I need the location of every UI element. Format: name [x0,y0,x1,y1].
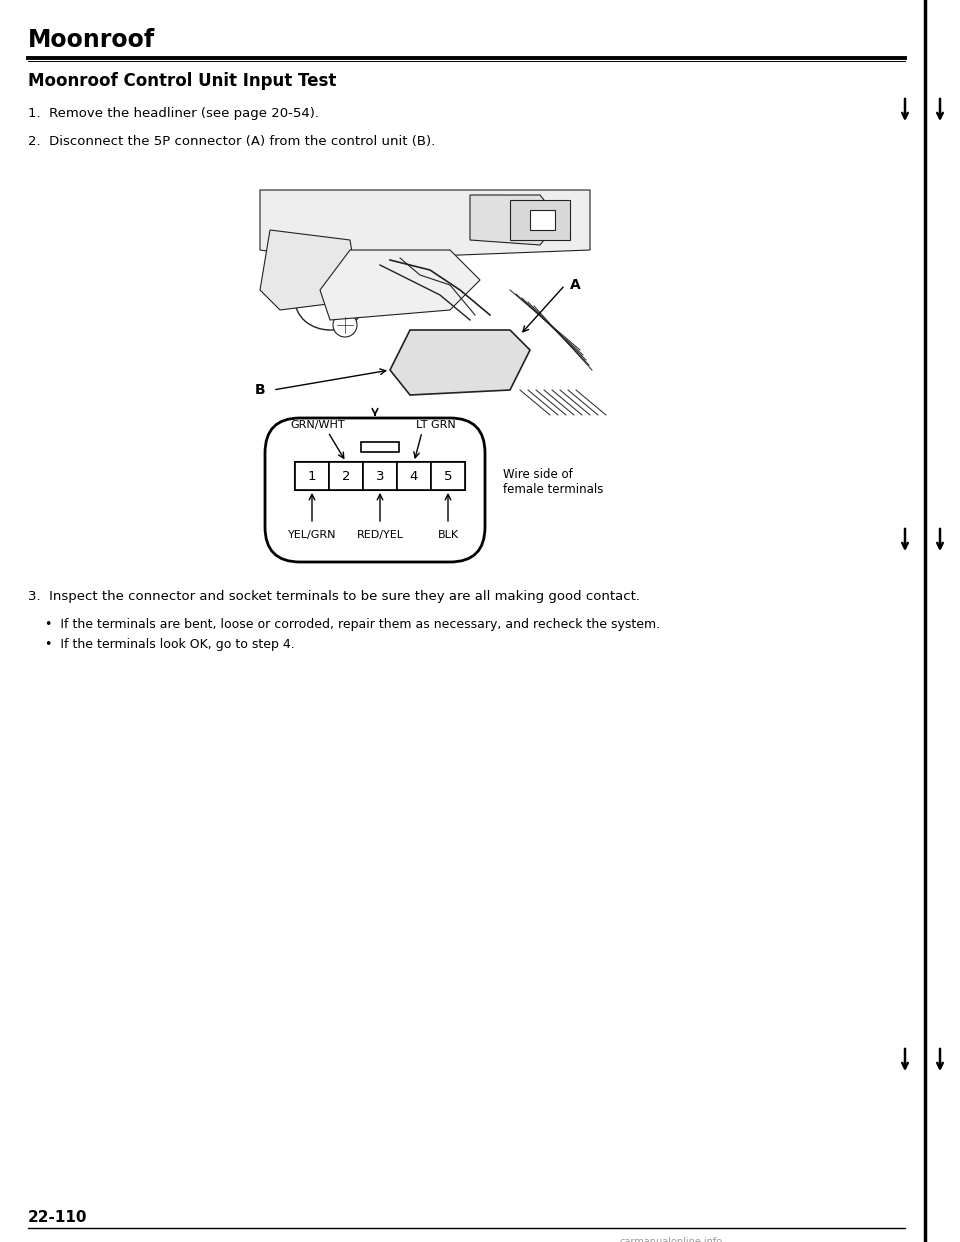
Bar [530,210,555,230]
Bar [250,170,600,410]
Bar [431,462,465,491]
Text: 22-110: 22-110 [28,1210,87,1225]
Text: 3.  Inspect the connector and socket terminals to be sure they are all making go: 3. Inspect the connector and socket term… [28,590,640,604]
Circle shape [333,313,357,337]
Text: •  If the terminals look OK, go to step 4.: • If the terminals look OK, go to step 4… [45,638,295,651]
Text: Wire side of
female terminals: Wire side of female terminals [503,468,604,496]
Bar [329,462,363,491]
Text: LT GRN: LT GRN [416,420,456,430]
Text: 4: 4 [410,469,419,482]
Polygon shape [390,330,530,395]
Bar [363,462,397,491]
Polygon shape [260,230,360,310]
Bar [397,462,431,491]
Text: GRN/WHT: GRN/WHT [291,420,346,430]
Text: 5: 5 [444,469,452,482]
Bar [361,442,399,452]
Text: Moonroof Control Unit Input Test: Moonroof Control Unit Input Test [28,72,336,89]
Text: 1: 1 [308,469,316,482]
Text: 2: 2 [342,469,350,482]
Polygon shape [320,250,480,320]
Bar [460,340,500,365]
Text: 1.  Remove the headliner (see page 20-54).: 1. Remove the headliner (see page 20-54)… [28,107,319,120]
Polygon shape [470,195,560,245]
Text: B: B [255,383,266,397]
Text: •  If the terminals are bent, loose or corroded, repair them as necessary, and r: • If the terminals are bent, loose or co… [45,619,660,631]
FancyBboxPatch shape [265,419,485,561]
Text: RED/YEL: RED/YEL [356,530,403,540]
Bar [510,200,570,240]
Text: BLK: BLK [438,530,459,540]
Text: YEL/GRN: YEL/GRN [288,530,336,540]
Text: A: A [570,278,581,292]
Bar [420,345,450,365]
Text: 3: 3 [375,469,384,482]
Text: Moonroof: Moonroof [28,29,156,52]
Bar [295,462,329,491]
Text: 2.  Disconnect the 5P connector (A) from the control unit (B).: 2. Disconnect the 5P connector (A) from … [28,135,435,148]
Bar [295,462,465,491]
Text: carmanualonline.info: carmanualonline.info [620,1237,723,1242]
Polygon shape [260,190,590,260]
